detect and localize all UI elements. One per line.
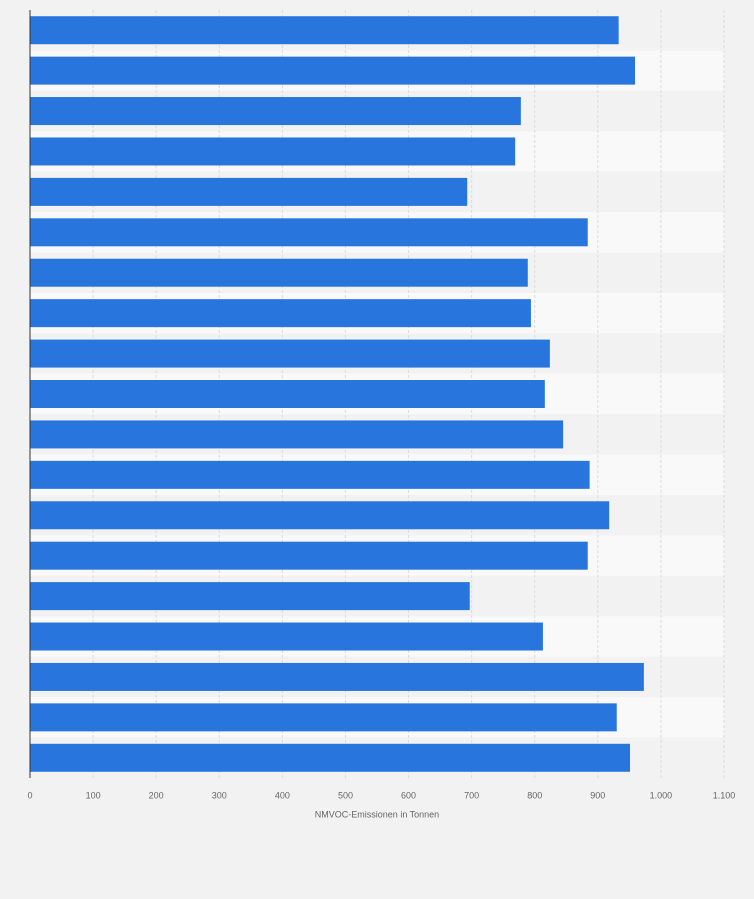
bar [30, 218, 588, 247]
x-axis-label: NMVOC-Emissionen in Tonnen [315, 809, 439, 819]
bar [30, 501, 610, 530]
bar [30, 582, 470, 611]
x-tick-label: 1.100 [713, 790, 736, 800]
x-tick-label: 600 [401, 790, 416, 800]
x-tick-label: 1.000 [650, 790, 673, 800]
bar [30, 16, 619, 45]
bar [30, 541, 588, 570]
bar [30, 137, 516, 166]
bar [30, 56, 636, 85]
bar [30, 622, 543, 651]
x-tick-label: 800 [527, 790, 542, 800]
x-tick-label: 100 [86, 790, 101, 800]
bar [30, 97, 521, 126]
bar [30, 380, 545, 408]
x-tick-label: 500 [338, 790, 353, 800]
bar [30, 703, 617, 732]
bar [30, 339, 550, 368]
bar [30, 177, 468, 206]
bar [30, 299, 531, 328]
x-tick-label: 300 [212, 790, 227, 800]
x-tick-label: 400 [275, 790, 290, 800]
x-tick-label: 0 [27, 790, 32, 800]
bar [30, 662, 644, 691]
bar [30, 258, 528, 287]
x-tick-label: 700 [464, 790, 479, 800]
bar [30, 743, 630, 772]
bar [30, 460, 590, 489]
x-tick-label: 200 [149, 790, 164, 800]
x-tick-label: 900 [590, 790, 605, 800]
bar [30, 420, 564, 449]
